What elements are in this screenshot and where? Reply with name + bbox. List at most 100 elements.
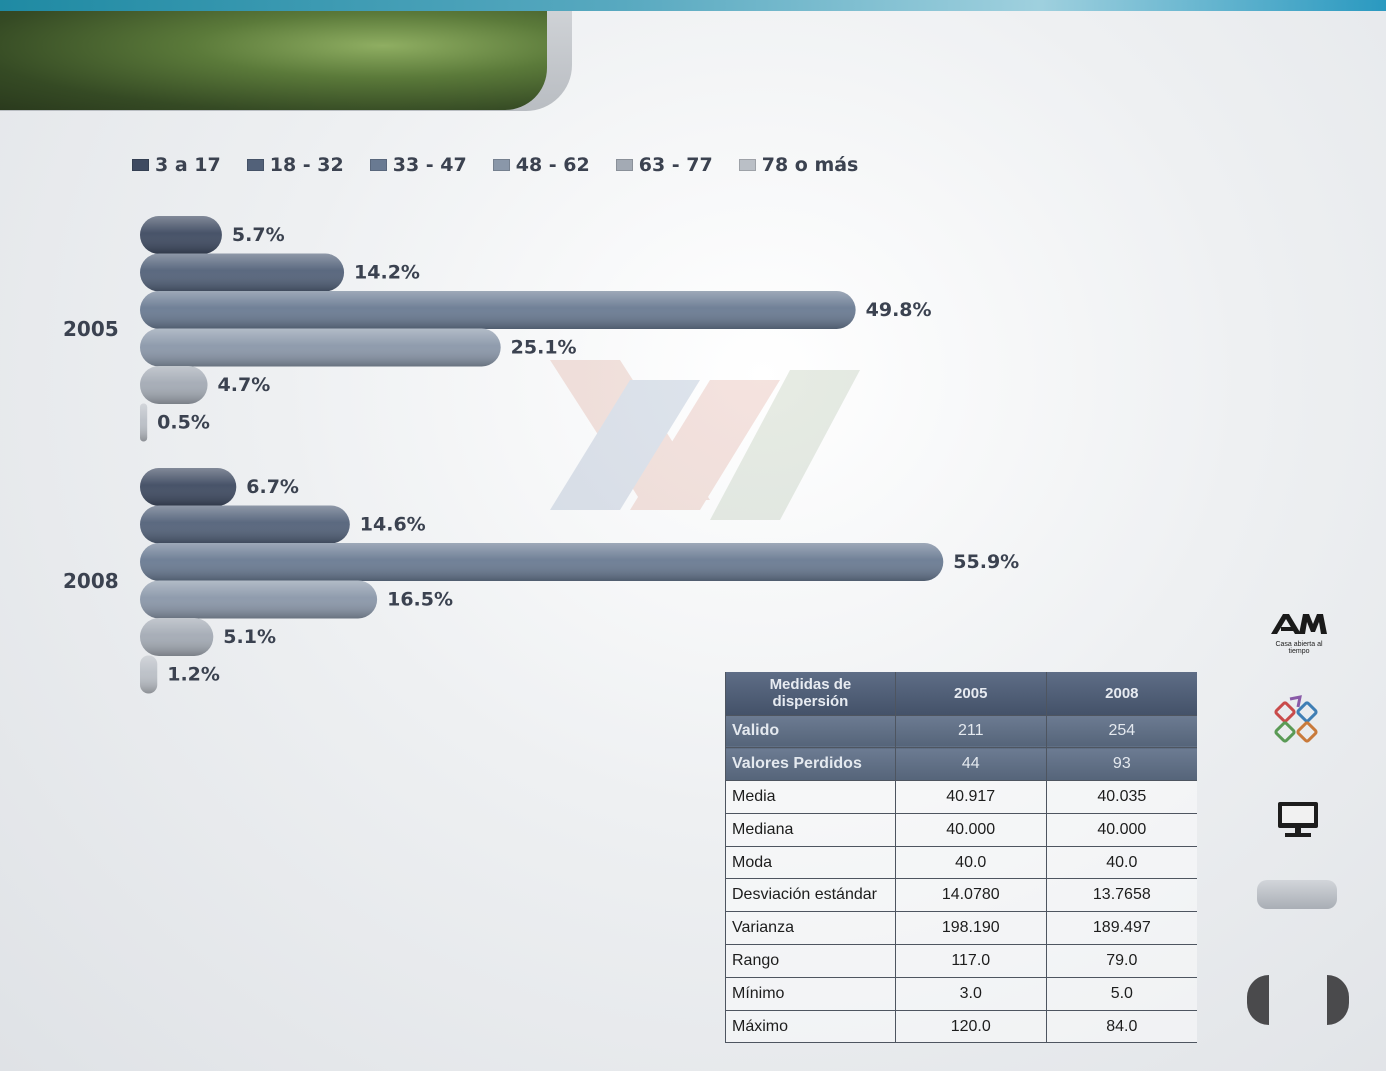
prev-arrow-icon[interactable]	[1247, 975, 1269, 1025]
data-label: 4.7%	[218, 374, 271, 396]
legend-label: 48 - 62	[515, 154, 590, 176]
cell-2005: 117.0	[894, 944, 1047, 978]
menu-button[interactable]	[1257, 880, 1337, 909]
top-accent-bar	[0, 0, 1386, 11]
cell-2005: 211	[894, 715, 1047, 749]
category-label: 2008	[63, 569, 119, 593]
data-label: 1.2%	[167, 664, 220, 686]
legend-swatch	[369, 159, 387, 171]
header-banner	[0, 11, 547, 110]
row-label: Desviación estándar	[725, 878, 896, 913]
chart-legend: 3 a 17 18 - 32 33 - 47 48 - 62 63 - 77 7…	[132, 152, 884, 178]
bar-chart: 2005 5.7% 14.2% 49.8% 25.1% 4.7% 0.5% 2008 6.7% 1…	[63, 216, 1019, 694]
bar-highlight	[140, 253, 345, 292]
bar-highlight	[140, 505, 350, 544]
table-header-2008: 2008	[1045, 672, 1197, 716]
legend-label: 3 a 17	[155, 154, 221, 176]
bar-highlight	[140, 655, 158, 694]
row-label: Rango	[725, 944, 896, 978]
cell-2005: 40.000	[894, 813, 1047, 847]
institution-knot-logo	[1274, 695, 1318, 743]
cell-2005: 14.0780	[894, 878, 1047, 913]
bar-highlight	[140, 328, 501, 367]
legend-label: 18 - 32	[269, 154, 344, 176]
data-label: 25.1%	[511, 337, 577, 359]
table-row: Valido 211 254	[725, 715, 1197, 749]
legend-item: 63 - 77	[615, 154, 713, 176]
cell-2005: 40.917	[894, 780, 1047, 814]
bar-highlight	[140, 543, 944, 581]
row-label: Mínimo	[725, 977, 896, 1011]
cell-2008: 84.0	[1045, 1010, 1197, 1044]
legend-swatch	[615, 159, 633, 171]
legend-item: 18 - 32	[246, 154, 344, 176]
data-label: 55.9%	[953, 551, 1019, 573]
row-label: Máximo	[725, 1010, 896, 1044]
data-label: 14.2%	[354, 262, 420, 284]
legend-item: 48 - 62	[492, 154, 590, 176]
cell-2008: 13.7658	[1045, 878, 1197, 913]
dispersion-table: Medidas de dispersión 2005 2008 Valido 2…	[725, 672, 1197, 1044]
bar-highlight	[140, 403, 148, 442]
data-label: 5.7%	[232, 224, 285, 246]
background-watermark	[550, 360, 860, 520]
data-label: 49.8%	[866, 299, 932, 321]
legend-label: 33 - 47	[392, 154, 467, 176]
cell-2005: 44	[894, 747, 1047, 782]
legend-item: 78 o más	[738, 154, 859, 176]
bar-highlight	[140, 580, 378, 619]
cell-2005: 3.0	[894, 977, 1047, 1011]
legend-swatch	[738, 159, 756, 171]
cell-2008: 40.0	[1045, 846, 1197, 880]
table-row: Rango 117.0 79.0	[725, 944, 1197, 978]
data-label: 5.1%	[223, 626, 276, 648]
uam-logo-mark	[1271, 614, 1327, 634]
table-header-row: Medidas de dispersión 2005 2008	[725, 672, 1197, 716]
cell-2008: 254	[1045, 715, 1197, 749]
cell-2008: 40.035	[1045, 780, 1197, 814]
row-label: Moda	[725, 846, 896, 880]
legend-label: 78 o más	[761, 154, 859, 176]
next-arrow-icon[interactable]	[1327, 975, 1349, 1025]
table-header-measure: Medidas de dispersión	[725, 672, 896, 716]
bar-highlight	[140, 618, 214, 656]
legend-item: 33 - 47	[369, 154, 467, 176]
cell-2008: 79.0	[1045, 944, 1197, 978]
legend-swatch	[132, 159, 149, 171]
cell-2008: 189.497	[1045, 911, 1197, 946]
table-row: Mínimo 3.0 5.0	[725, 977, 1197, 1011]
table-row: Moda 40.0 40.0	[725, 846, 1197, 880]
row-label: Media	[725, 780, 896, 814]
uam-logo-caption: Casa abierta al tiempo	[1275, 641, 1323, 655]
category-label: 2005	[63, 317, 119, 341]
monitor-icon[interactable]	[1276, 800, 1320, 838]
cell-2005: 40.0	[894, 846, 1047, 880]
row-label: Mediana	[725, 813, 896, 847]
table-row: Máximo 120.0 84.0	[725, 1010, 1197, 1044]
cell-2008: 40.000	[1045, 813, 1197, 847]
cell-2005: 120.0	[894, 1010, 1047, 1044]
data-label: 6.7%	[246, 476, 299, 498]
table-row: Varianza 198.190 189.497	[725, 911, 1197, 946]
table-header-2005: 2005	[894, 672, 1047, 716]
bar-highlight	[140, 468, 237, 506]
data-label: 0.5%	[157, 412, 210, 434]
row-label: Valido	[725, 715, 896, 749]
legend-label: 63 - 77	[638, 154, 713, 176]
data-label: 14.6%	[360, 514, 426, 536]
legend-swatch	[492, 159, 510, 171]
table-row: Valores Perdidos 44 93	[725, 747, 1197, 782]
data-label: 16.5%	[387, 589, 453, 611]
bar-highlight	[140, 366, 208, 404]
bar-highlight	[140, 216, 222, 254]
table-row: Desviación estándar 14.0780 13.7658	[725, 878, 1197, 913]
uam-logo: Casa abierta al tiempo	[1266, 612, 1332, 655]
cell-2008: 93	[1045, 747, 1197, 782]
row-label: Varianza	[725, 911, 896, 946]
bar-highlight	[140, 291, 856, 329]
row-label: Valores Perdidos	[725, 747, 896, 782]
cell-2005: 198.190	[894, 911, 1047, 946]
table-row: Mediana 40.000 40.000	[725, 813, 1197, 847]
legend-item: 3 a 17	[132, 154, 221, 176]
legend-swatch	[246, 159, 264, 171]
